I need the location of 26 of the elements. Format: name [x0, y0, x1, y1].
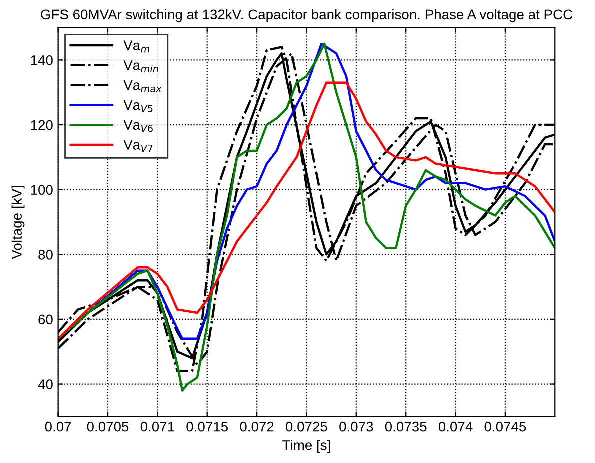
y-tick-label: 80: [38, 250, 53, 260]
x-tick-label: 0.07: [45, 422, 72, 432]
legend-label: Va$_{V6}$: [124, 120, 153, 132]
chart-title: GFS 60MVAr switching at 132kV. Capacitor bank comparison. Phase A voltage at PCC: [41, 9, 573, 22]
legend-label: Va$_{min}$: [124, 60, 158, 72]
x-tick-label: 0.071: [140, 422, 174, 432]
y-tick-label: 40: [38, 380, 53, 390]
x-tick-label: 0.073: [340, 422, 374, 432]
x-axis-title: Time [s]: [282, 440, 330, 454]
x-tick-label: 0.0735: [385, 422, 427, 432]
legend-label: Va$_{V7}$: [124, 140, 153, 152]
y-tick-label: 60: [38, 314, 53, 325]
y-tick-label: 100: [31, 185, 53, 195]
legend-label: Va$_{max}$: [124, 80, 162, 93]
x-tick-label: 0.0705: [87, 422, 129, 432]
x-tick-label: 0.072: [240, 422, 274, 432]
y-tick-label: 140: [31, 56, 53, 66]
x-tick-label: 0.0715: [186, 422, 228, 432]
line-series: [58, 82, 556, 340]
y-axis-title: Voltage [kV]: [12, 186, 25, 260]
x-tick-label: 0.0745: [484, 422, 526, 432]
x-tick-label: 0.074: [438, 422, 473, 432]
x-tick-label: 0.0725: [286, 422, 328, 432]
legend-label: Va$_{V5}$: [124, 100, 153, 112]
legend-label: Va$_{m}$: [124, 40, 150, 53]
y-tick-label: 120: [31, 120, 53, 130]
